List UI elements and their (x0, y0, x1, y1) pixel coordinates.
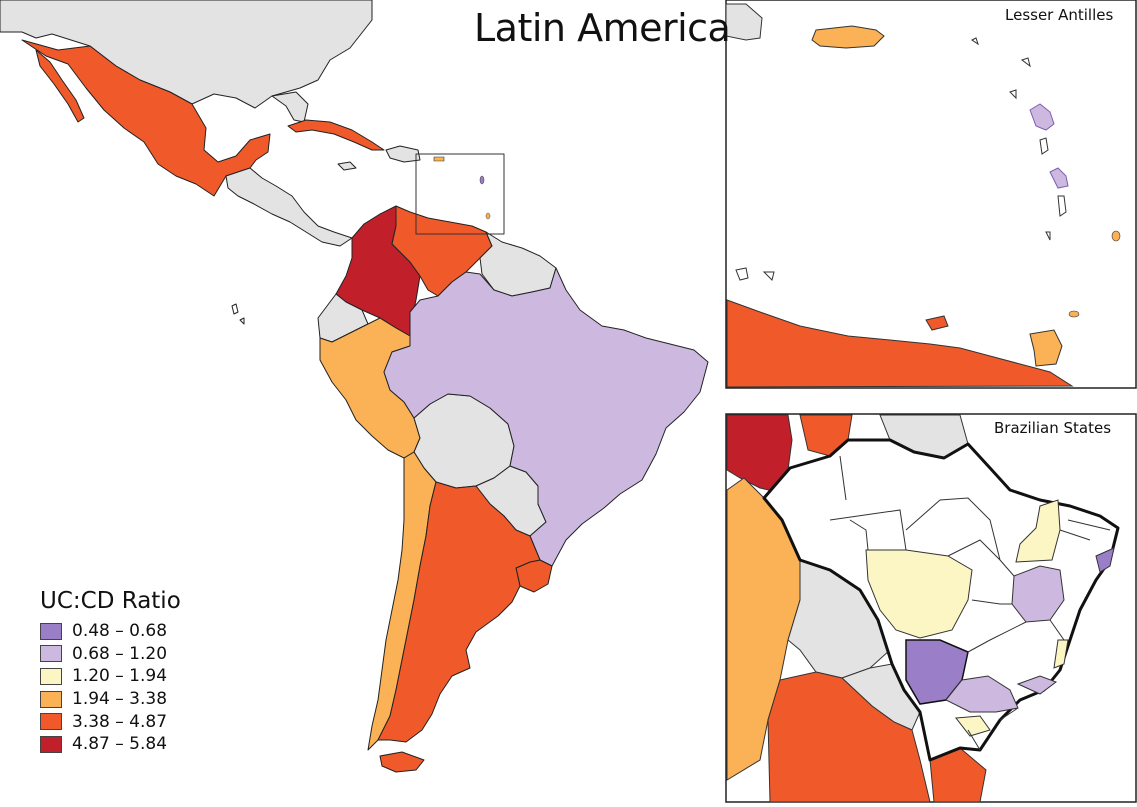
legend-item: 4.87 – 5.84 (40, 733, 181, 756)
locator-island-marker (433, 156, 445, 162)
tobago-region (1068, 310, 1080, 318)
legend-swatch (40, 622, 62, 640)
mato-grosso-region (865, 549, 973, 639)
central-america-region (225, 167, 353, 247)
brazilian-states-inset (725, 413, 1137, 803)
small-island (1009, 89, 1017, 100)
legend-swatch (40, 690, 62, 708)
legend-swatch (40, 667, 62, 685)
hispaniola-edge-region (725, 3, 763, 41)
usa-region (0, 0, 373, 109)
minas-gerais-region (1011, 565, 1065, 623)
legend-item-label: 1.20 – 1.94 (72, 666, 168, 687)
puerto-rico-region (811, 25, 885, 49)
tierra-del-fuego-region (379, 751, 425, 773)
small-island (762, 271, 775, 281)
lesser-antilles-inset (725, 0, 1137, 389)
map-title: Latin America (474, 6, 731, 50)
locator-island-marker (485, 212, 491, 220)
small-island (1045, 231, 1051, 241)
legend: UC:CD Ratio 0.48 – 0.68 0.68 – 1.20 1.20… (40, 588, 181, 756)
main-map (0, 0, 709, 773)
legend-swatch (40, 735, 62, 753)
small-island (735, 267, 749, 281)
cuba-region (287, 119, 385, 151)
small-island (1020, 57, 1031, 68)
baja-california-region (35, 49, 85, 123)
barbados-region (1111, 230, 1121, 242)
locator-island-marker (479, 175, 485, 185)
martinique-region (1049, 167, 1069, 189)
state-borders (829, 455, 1111, 751)
florida-region (271, 91, 309, 123)
margarita-region (925, 315, 949, 331)
guadeloupe-region (1029, 103, 1055, 131)
legend-item: 1.94 – 3.38 (40, 688, 181, 711)
sao-paulo-region (945, 675, 1019, 713)
legend-swatch (40, 645, 62, 663)
argentina-edge-region (767, 671, 931, 803)
legend-item-label: 0.68 – 1.20 (72, 643, 168, 664)
antilles-inset-label: Lesser Antilles (1003, 6, 1116, 24)
small-island (1039, 137, 1049, 155)
legend-item-label: 0.48 – 0.68 (72, 621, 168, 642)
legend-title: UC:CD Ratio (40, 588, 181, 614)
espirito-santo-region (1053, 639, 1069, 669)
venezuela-coast-region (726, 299, 1074, 388)
legend-swatch (40, 713, 62, 731)
alagoas-region (1095, 547, 1115, 573)
jamaica-region (337, 161, 357, 171)
legend-item: 1.20 – 1.94 (40, 665, 181, 688)
trinidad-region (1029, 329, 1063, 367)
argentina-region (377, 481, 541, 743)
parana-region (955, 715, 991, 737)
legend-item-label: 4.87 – 5.84 (72, 734, 168, 755)
rio-region (1016, 675, 1058, 695)
mexico-region (21, 39, 271, 197)
hispaniola-region (385, 145, 421, 163)
legend-item-label: 1.94 – 3.38 (72, 689, 168, 710)
inset-locator-box (415, 153, 505, 235)
small-island (1057, 195, 1067, 217)
piaui-region (1015, 499, 1061, 563)
legend-item: 0.48 – 0.68 (40, 620, 181, 643)
legend-item-label: 3.38 – 4.87 (72, 711, 168, 732)
small-island (239, 317, 245, 325)
brazil-inset-label: Brazilian States (992, 419, 1114, 437)
legend-item: 0.68 – 1.20 (40, 643, 181, 666)
small-island (231, 303, 239, 315)
brazil-region (383, 267, 709, 567)
small-island (971, 37, 979, 46)
legend-item: 3.38 – 4.87 (40, 710, 181, 733)
